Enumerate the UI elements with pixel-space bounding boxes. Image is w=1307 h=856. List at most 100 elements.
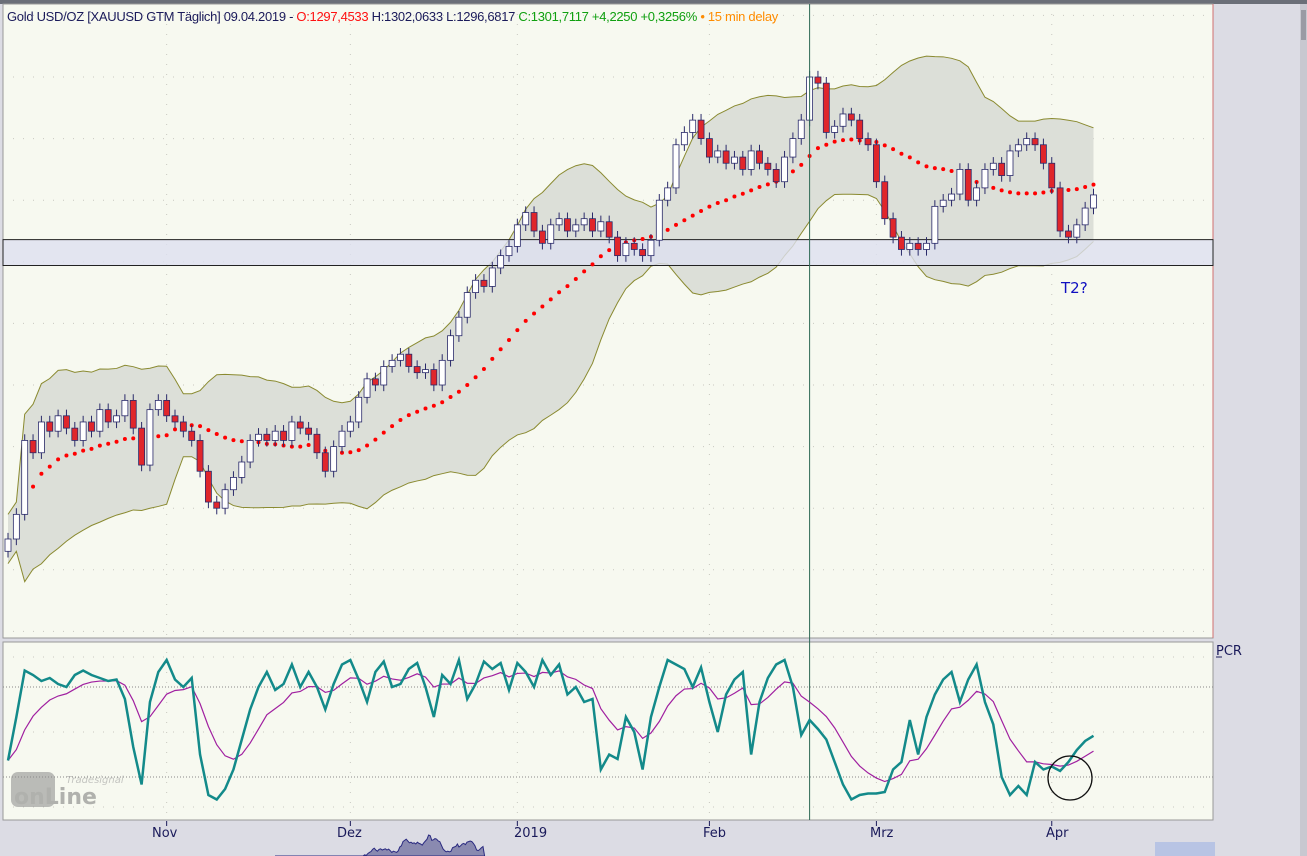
candle: [898, 236, 905, 250]
candle: [989, 162, 997, 170]
sma-dot: [674, 222, 678, 227]
candle: [856, 119, 864, 140]
sma-dot: [582, 269, 587, 274]
logo-small-text: Tradesignal: [66, 775, 124, 786]
candle: [397, 353, 404, 361]
sma-dot: [89, 446, 94, 451]
candle: [280, 430, 287, 441]
candle: [104, 409, 112, 423]
candle: [380, 366, 388, 386]
candle: [772, 168, 780, 183]
candle: [338, 430, 346, 448]
sma-dot: [1033, 191, 1038, 196]
sma-dot: [523, 318, 528, 323]
candle: [171, 415, 179, 423]
sma-dot: [423, 406, 428, 411]
candle: [513, 224, 521, 247]
sma-dot: [507, 338, 511, 343]
sma-dot: [590, 262, 595, 267]
candle: [647, 239, 655, 257]
candle: [447, 335, 454, 361]
sma-dot: [932, 166, 937, 171]
candle: [1048, 162, 1056, 189]
candle: [146, 409, 154, 466]
highlight-circle: [1047, 755, 1093, 801]
time-axis-label-2019: 2019: [514, 826, 548, 841]
candle: [271, 430, 279, 441]
support-zone: [2, 239, 1214, 266]
candle: [455, 316, 463, 337]
time-axis-label-dez: Dez: [337, 826, 362, 841]
candle: [330, 446, 338, 472]
sma-dot: [456, 389, 461, 394]
candle: [948, 193, 955, 201]
sma-dot: [214, 431, 219, 436]
header-close: C:1301,7117: [518, 9, 589, 24]
candle: [321, 452, 329, 472]
sma-dot: [406, 413, 411, 418]
candle: [547, 224, 555, 244]
candle: [472, 279, 480, 293]
logo-badge: [11, 772, 55, 807]
candle: [864, 138, 872, 146]
candle: [21, 440, 29, 515]
sma-dot: [348, 450, 353, 455]
candle: [764, 162, 772, 170]
scrollbar-thumb[interactable]: [1301, 10, 1306, 40]
sma-dot: [699, 208, 704, 213]
candle: [1006, 150, 1014, 176]
time-axis-label-nov: Nov: [152, 826, 178, 841]
candle: [789, 138, 797, 158]
candle: [781, 156, 788, 183]
candle: [589, 218, 596, 232]
candle: [964, 168, 972, 201]
bollinger-upper: [7, 55, 1094, 515]
instrument-title: Gold USD/OZ [XAUUSD GTM Täglich]: [7, 9, 221, 24]
header-high: H:1302,0633: [371, 9, 443, 24]
candle: [931, 205, 939, 244]
candle: [179, 421, 187, 432]
sma-dot: [790, 169, 795, 174]
sma-dot: [690, 213, 695, 218]
sma-dot: [824, 142, 829, 147]
sma-dot: [106, 441, 111, 446]
sma-dot: [532, 311, 537, 316]
sma-dot: [415, 409, 420, 414]
candle: [697, 119, 705, 140]
sma-dot: [1008, 190, 1012, 195]
chart-header: Gold USD/OZ [XAUUSD GTM Täglich] 09.04.2…: [7, 9, 778, 24]
candle: [664, 187, 672, 201]
sma-dot: [540, 304, 545, 309]
candle: [263, 433, 271, 441]
candle: [463, 292, 471, 318]
sma-dot: [390, 424, 395, 429]
candle: [873, 144, 880, 183]
candle: [822, 82, 830, 133]
sma-dot: [306, 443, 311, 448]
navigator-window[interactable]: [1155, 842, 1215, 856]
sma-dot: [832, 139, 837, 144]
candle: [355, 396, 363, 423]
sma-dot: [206, 428, 211, 433]
sma-dot: [557, 290, 562, 295]
candle: [747, 150, 755, 170]
candle: [973, 187, 980, 201]
candle: [4, 538, 12, 552]
candle: [756, 150, 763, 164]
candle: [831, 125, 839, 133]
candle: [1056, 187, 1064, 232]
sma-dot: [991, 185, 996, 190]
candle: [113, 415, 120, 423]
candle: [246, 440, 254, 463]
candle: [739, 156, 747, 170]
sma-dot: [607, 248, 612, 253]
candle: [371, 378, 379, 386]
candle: [605, 221, 613, 238]
candle: [564, 218, 571, 232]
scrollbar[interactable]: [1300, 4, 1307, 856]
candle: [906, 242, 914, 250]
candle: [79, 421, 87, 441]
sma-dot: [373, 437, 378, 442]
sma-dot: [231, 438, 236, 443]
